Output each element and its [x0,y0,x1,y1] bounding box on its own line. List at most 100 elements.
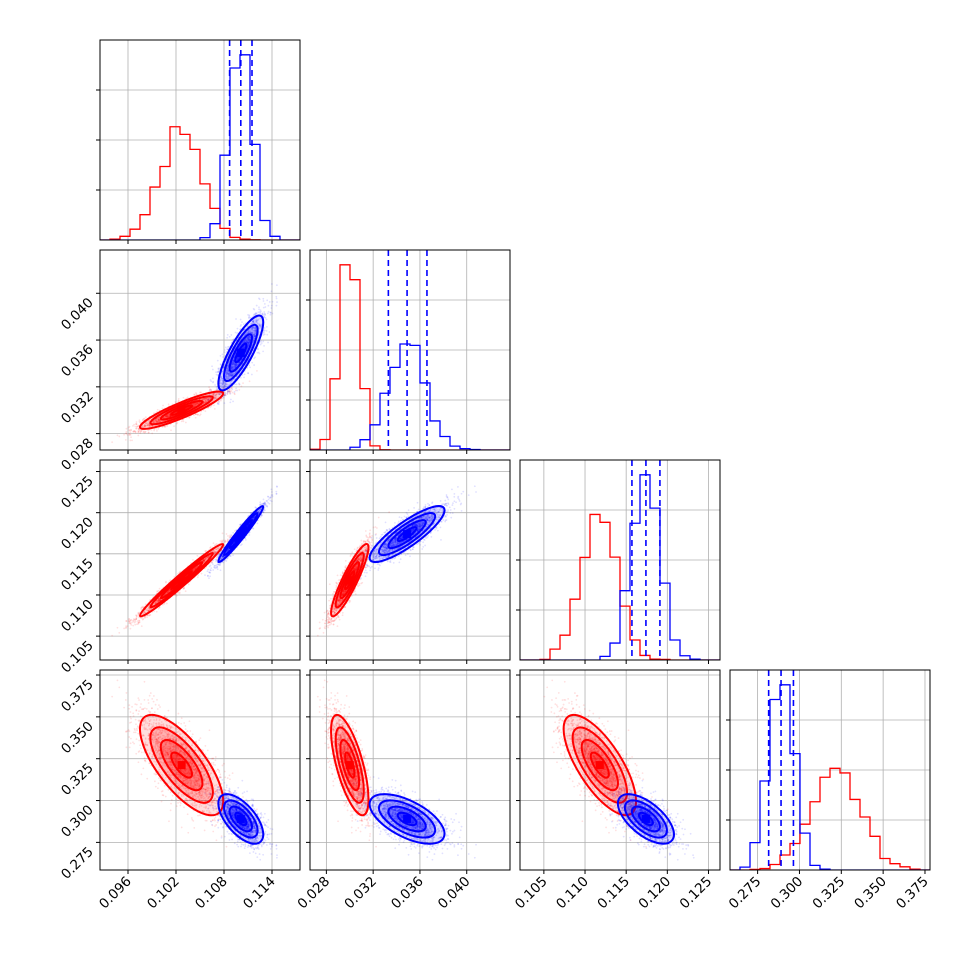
sample-point [247,342,250,345]
sample-point [142,430,145,433]
sample-point [247,344,250,346]
sample-point [135,427,138,430]
sample-point [252,322,254,324]
sample-point [242,347,244,349]
sample-point [249,331,252,334]
sample-point [158,599,161,602]
sample-point [215,371,217,374]
sample-point [230,367,232,370]
sample-point [212,377,214,380]
sample-point [196,414,199,416]
sample-point [230,372,233,375]
sample-point [203,398,205,401]
sample-point [247,338,250,341]
sample-point [208,397,211,399]
sample-point [231,363,233,366]
sample-point [137,611,140,614]
sample-point [258,323,261,326]
sample-point [138,420,141,423]
sample-point [230,387,233,389]
sample-point [227,373,230,376]
sample-point [257,336,259,339]
sample-point [245,341,248,343]
sample-point [204,410,207,413]
sample-point [246,339,249,342]
sample-point [226,390,229,393]
sample-point [232,361,235,364]
sample-point [219,363,222,366]
sample-point [251,320,254,323]
sample-point [225,369,228,372]
sample-point [195,402,197,405]
sample-point [198,414,201,417]
sample-point [183,586,185,589]
sample-point [204,397,207,400]
sample-point [195,402,197,405]
sample-point [231,375,234,377]
sample-point [168,413,170,416]
sample-point [137,622,140,625]
sample-point [227,374,230,376]
sample-point [144,431,147,433]
sample-point [250,327,252,330]
sample-point [226,372,229,375]
sample-point [229,374,232,377]
sample-point [255,321,258,324]
sample-point [197,402,199,405]
sample-point [226,371,229,373]
sample-point [137,427,140,430]
sample-point [224,394,227,397]
sample-point [230,368,233,371]
sample-point [238,383,241,386]
sample-point [225,373,227,376]
sample-point [214,397,217,399]
sample-point [276,301,278,303]
sample-point [196,403,198,405]
sample-point [157,418,160,420]
sample-point [242,347,245,350]
sample-point [129,433,132,436]
sample-point [211,368,214,371]
sample-point [208,397,211,399]
sample-point [253,313,256,316]
sample-point [144,430,147,433]
sample-point [247,335,250,338]
sample-point [139,430,142,433]
sample-point [216,392,219,395]
sample-point [252,307,255,310]
sample-point [223,349,226,351]
sample-point [194,567,197,569]
sample-point [248,336,251,339]
sample-point [226,392,229,395]
sample-point [127,426,130,429]
sample-point [224,394,227,397]
sample-point [207,398,209,401]
sample-point [230,372,232,375]
sample-point [228,374,231,377]
sample-point [232,372,234,375]
sample-point [236,358,239,361]
sample-point [234,331,237,334]
sample-point [256,351,259,354]
sample-point [153,428,156,431]
sample-point [262,306,265,309]
sample-point [247,338,250,341]
sample-point [223,394,226,397]
sample-point [221,383,224,386]
sample-point [232,359,235,362]
sample-point [229,390,232,393]
sample-point [213,404,215,407]
sample-point [138,428,141,431]
sample-point [135,427,138,430]
sample-point [132,430,135,433]
sample-point [254,313,256,316]
sample-point [222,381,225,384]
sample-point [248,341,250,344]
sample-point [236,357,239,360]
sample-point [233,363,236,366]
sample-point [230,366,233,369]
sample-point [214,396,216,399]
sample-point [193,404,196,407]
sample-point [153,421,156,423]
sample-point [162,416,165,419]
